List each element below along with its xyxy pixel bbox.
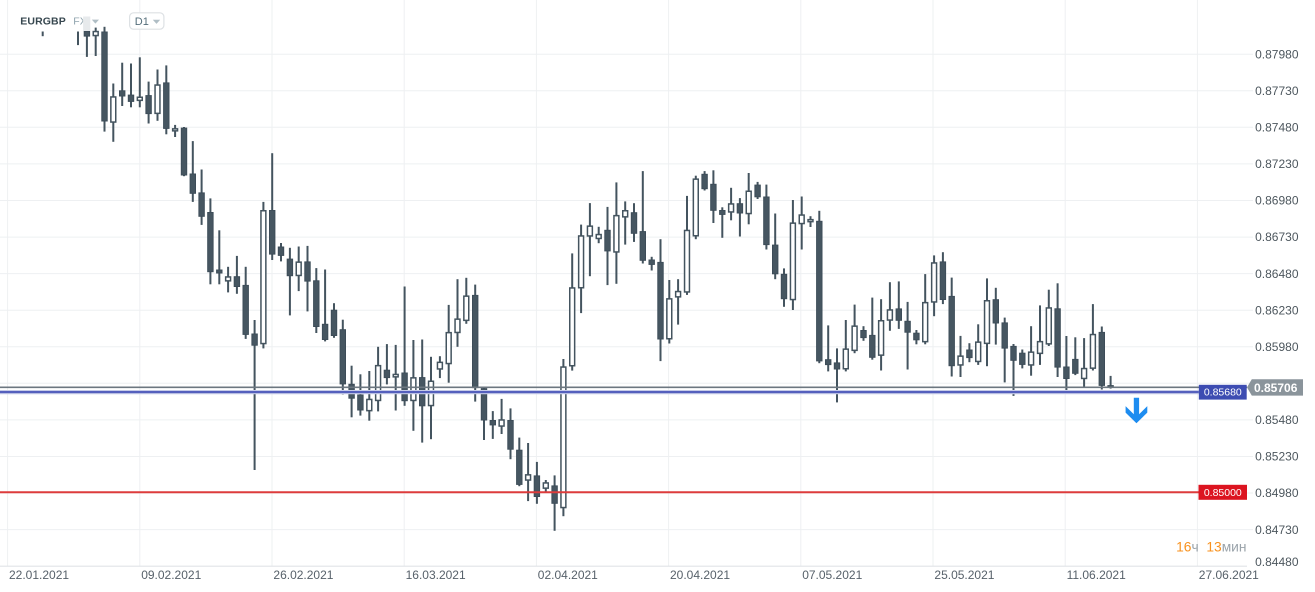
svg-text:EURGBP: EURGBP	[20, 15, 66, 27]
svg-text:0.84980: 0.84980	[1255, 486, 1299, 500]
svg-text:D1: D1	[135, 16, 149, 28]
svg-text:0.87980: 0.87980	[1255, 47, 1299, 61]
svg-text:0.86480: 0.86480	[1255, 267, 1299, 281]
svg-text:20.04.2021: 20.04.2021	[670, 568, 730, 582]
svg-text:0.84730: 0.84730	[1255, 523, 1299, 537]
svg-text:09.02.2021: 09.02.2021	[141, 568, 201, 582]
svg-text:0.86730: 0.86730	[1255, 230, 1299, 244]
svg-text:0.85230: 0.85230	[1255, 450, 1299, 464]
svg-text:0.85680: 0.85680	[1204, 387, 1242, 399]
svg-text:0.85706: 0.85706	[1254, 381, 1298, 395]
svg-text:22.01.2021: 22.01.2021	[9, 568, 69, 582]
svg-text:0.86230: 0.86230	[1255, 303, 1299, 317]
svg-text:0.85980: 0.85980	[1255, 340, 1299, 354]
svg-text:0.85480: 0.85480	[1255, 413, 1299, 427]
svg-text:0.87730: 0.87730	[1255, 84, 1299, 98]
svg-text:26.02.2021: 26.02.2021	[273, 568, 333, 582]
svg-text:25.05.2021: 25.05.2021	[934, 568, 994, 582]
svg-text:0.86980: 0.86980	[1255, 194, 1299, 208]
svg-text:16.03.2021: 16.03.2021	[406, 568, 466, 582]
svg-text:27.06.2021: 27.06.2021	[1199, 568, 1259, 582]
svg-text:11.06.2021: 11.06.2021	[1067, 568, 1126, 582]
svg-text:0.84480: 0.84480	[1255, 555, 1299, 569]
svg-text:0.85000: 0.85000	[1204, 487, 1242, 499]
svg-text:0.87480: 0.87480	[1255, 121, 1299, 135]
svg-text:07.05.2021: 07.05.2021	[802, 568, 862, 582]
svg-text:16ч 13мин: 16ч 13мин	[1176, 540, 1246, 555]
svg-text:02.04.2021: 02.04.2021	[538, 568, 598, 582]
svg-text:0.87230: 0.87230	[1255, 157, 1299, 171]
